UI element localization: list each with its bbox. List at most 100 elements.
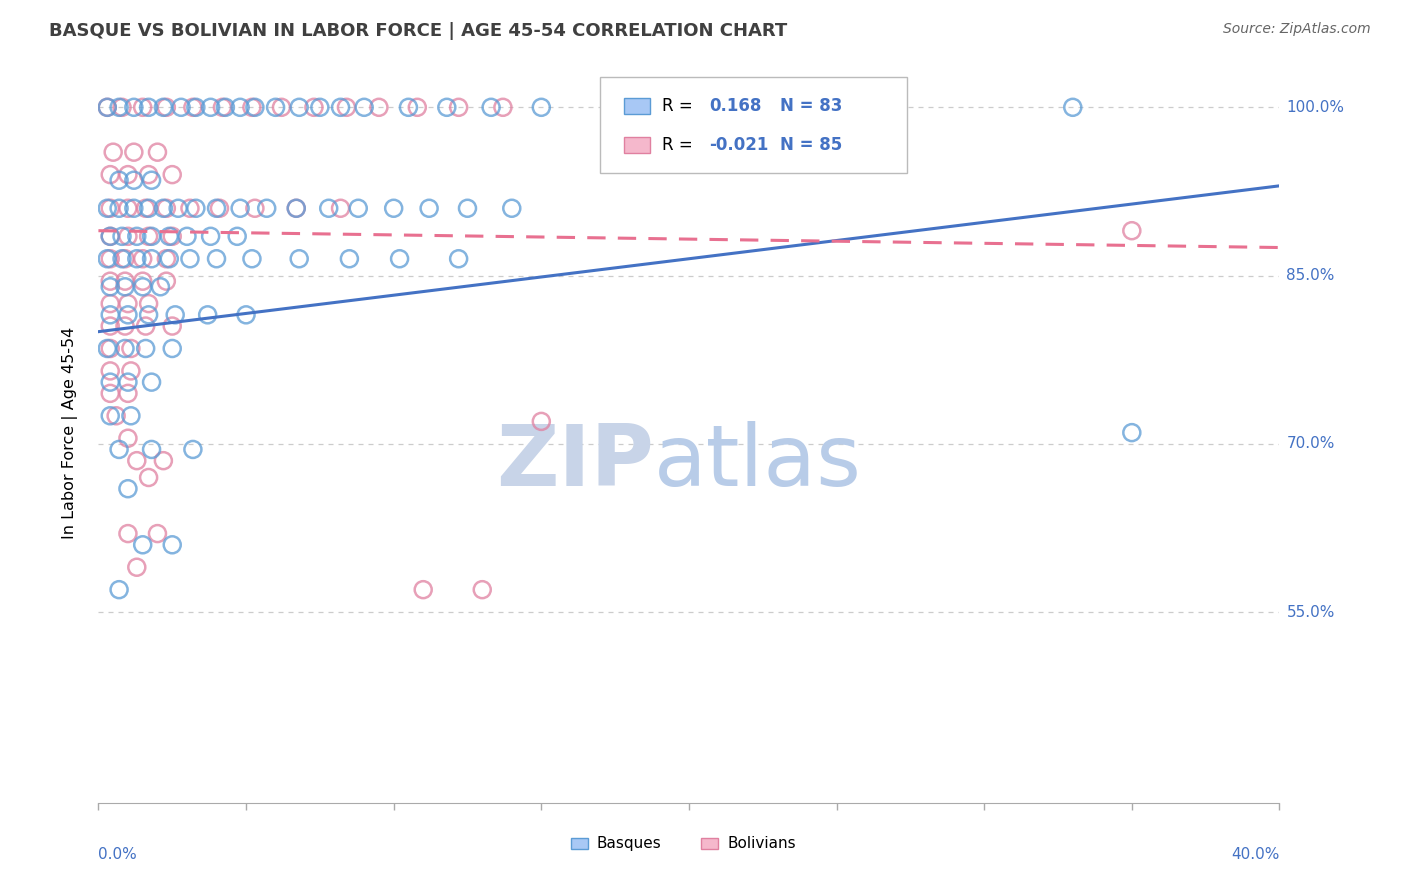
Point <box>117 482 139 496</box>
Point <box>179 252 201 266</box>
Point <box>162 319 183 334</box>
Point <box>149 280 172 294</box>
Point <box>132 538 155 552</box>
Point <box>179 201 201 215</box>
Point <box>117 308 139 322</box>
Point <box>339 252 361 266</box>
Point <box>108 201 131 215</box>
Point <box>98 342 121 356</box>
Point <box>114 319 136 334</box>
Point <box>530 414 553 428</box>
Point <box>530 100 553 114</box>
Point <box>447 252 470 266</box>
Point <box>132 100 155 114</box>
Point <box>135 319 157 334</box>
Point <box>181 100 204 114</box>
Point <box>114 252 136 266</box>
Point <box>167 201 190 215</box>
Point <box>200 229 222 244</box>
Point <box>329 201 352 215</box>
Text: R =: R = <box>662 97 697 115</box>
Point <box>398 100 420 114</box>
Point <box>155 252 177 266</box>
FancyBboxPatch shape <box>624 136 650 153</box>
Point <box>471 582 494 597</box>
Point <box>98 168 121 182</box>
Point <box>122 173 145 187</box>
Point <box>125 560 148 574</box>
Point <box>243 201 266 215</box>
Text: Basques: Basques <box>596 836 662 851</box>
Point <box>132 252 155 266</box>
Point <box>309 100 332 114</box>
Point <box>162 168 183 182</box>
FancyBboxPatch shape <box>624 98 650 114</box>
Point <box>98 386 121 401</box>
Point <box>138 229 160 244</box>
Point <box>98 229 121 244</box>
Point <box>111 229 134 244</box>
Point <box>229 201 252 215</box>
Point <box>138 296 160 310</box>
Point <box>98 274 121 288</box>
Point <box>235 308 257 322</box>
Point <box>135 342 157 356</box>
Point <box>479 100 502 114</box>
Point <box>117 229 139 244</box>
Point <box>111 100 134 114</box>
Text: R =: R = <box>662 136 697 154</box>
Point <box>122 201 145 215</box>
Text: Source: ZipAtlas.com: Source: ZipAtlas.com <box>1223 22 1371 37</box>
Point <box>138 308 160 322</box>
Point <box>457 201 479 215</box>
Point <box>152 201 174 215</box>
Point <box>447 100 470 114</box>
Text: 0.168: 0.168 <box>709 97 762 115</box>
Point <box>1121 224 1143 238</box>
Point <box>132 280 155 294</box>
Point <box>205 252 228 266</box>
Point <box>96 100 118 114</box>
FancyBboxPatch shape <box>700 838 717 849</box>
Text: ZIP: ZIP <box>496 421 654 504</box>
Text: N = 85: N = 85 <box>780 136 842 154</box>
Point <box>412 582 434 597</box>
Point <box>111 252 134 266</box>
Point <box>98 409 121 423</box>
Text: 70.0%: 70.0% <box>1286 436 1334 451</box>
Point <box>208 201 231 215</box>
Point <box>114 274 136 288</box>
Point <box>229 100 252 114</box>
Point <box>117 375 139 389</box>
Point <box>353 100 375 114</box>
Point <box>162 342 183 356</box>
Point <box>103 145 125 160</box>
Point <box>146 526 169 541</box>
Text: N = 83: N = 83 <box>780 97 842 115</box>
Point <box>98 296 121 310</box>
Text: 85.0%: 85.0% <box>1286 268 1334 283</box>
Point <box>302 100 325 114</box>
Point <box>155 201 177 215</box>
Point <box>138 201 160 215</box>
Point <box>329 100 352 114</box>
Point <box>114 280 136 294</box>
Point <box>152 100 174 114</box>
Point <box>125 252 148 266</box>
Point <box>197 308 219 322</box>
Point <box>418 201 440 215</box>
Point <box>288 252 311 266</box>
Point <box>141 442 163 457</box>
Point <box>98 308 121 322</box>
Point <box>122 100 145 114</box>
Point <box>125 229 148 244</box>
Point <box>382 201 405 215</box>
Point <box>155 100 177 114</box>
Point <box>285 201 308 215</box>
Point <box>96 252 118 266</box>
Point <box>270 100 292 114</box>
Point <box>152 453 174 467</box>
Point <box>117 201 139 215</box>
Point <box>335 100 357 114</box>
Point <box>240 252 263 266</box>
